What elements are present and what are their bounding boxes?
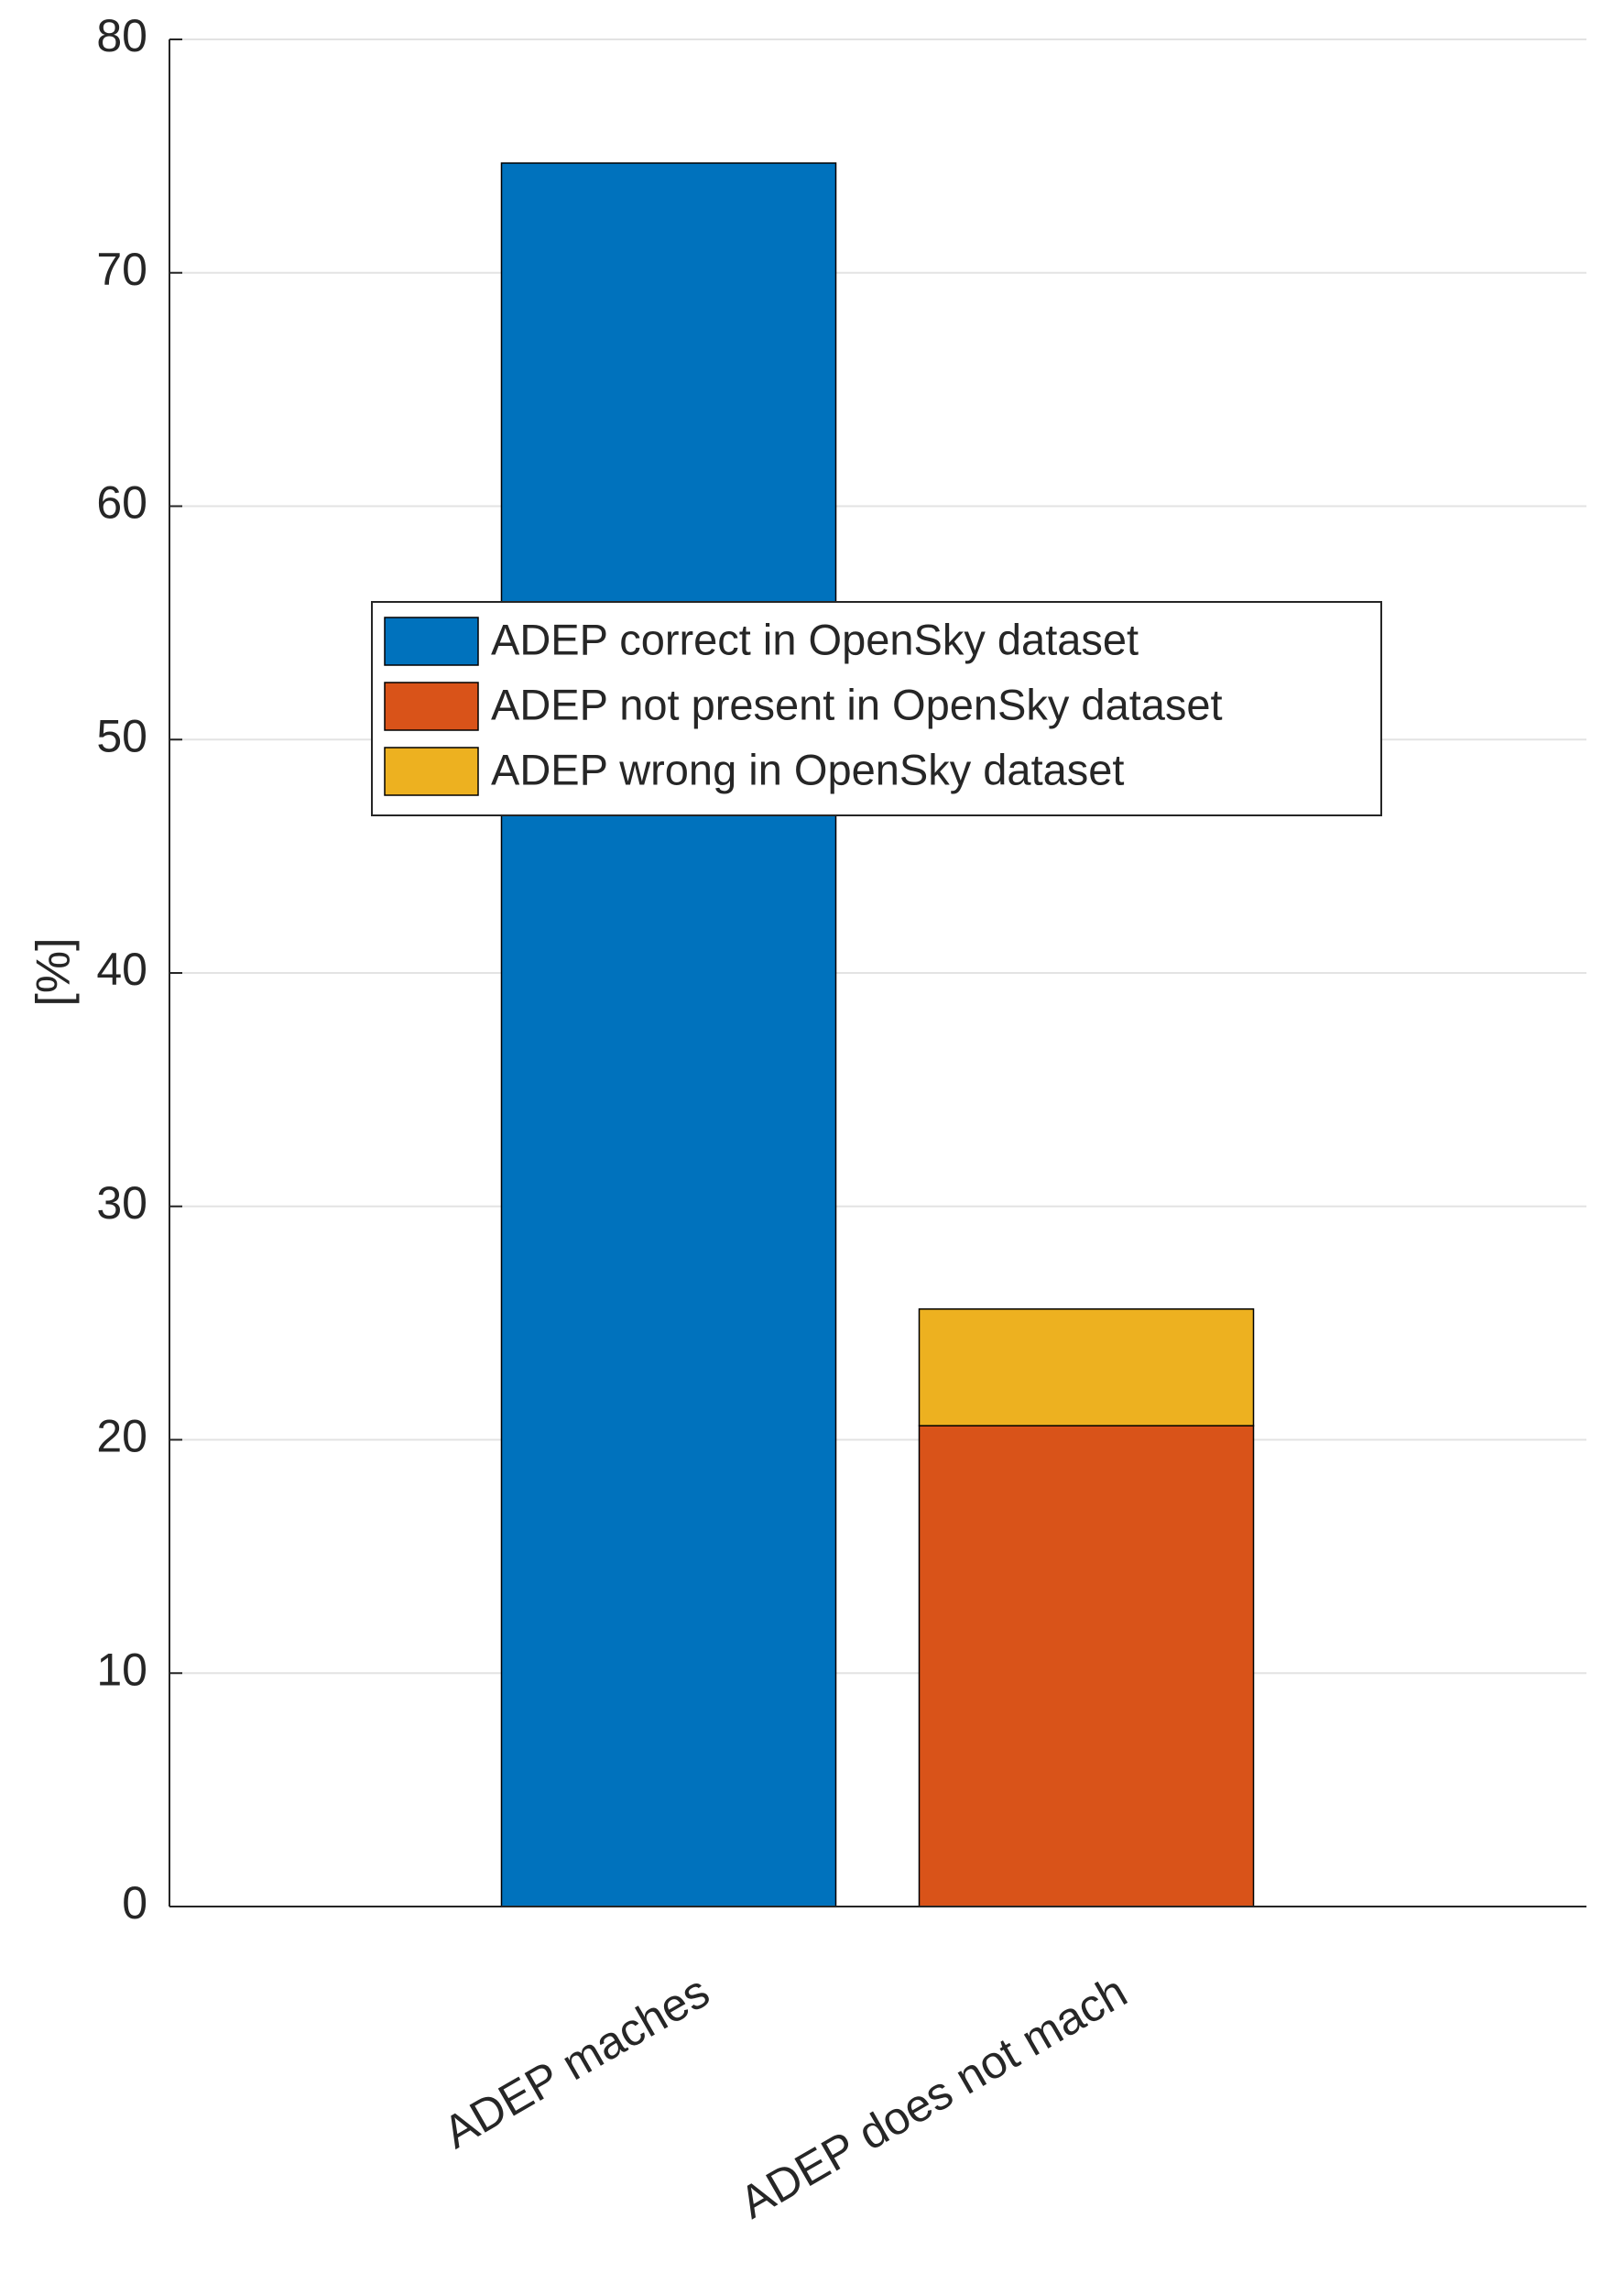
legend-swatch bbox=[384, 617, 479, 666]
y-tick-label: 60 bbox=[96, 477, 147, 529]
y-tick-label: 70 bbox=[96, 244, 147, 295]
bar-segment bbox=[918, 1425, 1255, 1907]
bar-segment bbox=[918, 1308, 1255, 1426]
y-tick-label: 40 bbox=[96, 944, 147, 995]
legend-label: ADEP not present in OpenSky dataset bbox=[491, 680, 1223, 728]
legend-label: ADEP correct in OpenSky dataset bbox=[491, 615, 1139, 663]
y-tick-label: 30 bbox=[96, 1177, 147, 1229]
y-tick-label: 80 bbox=[96, 10, 147, 61]
legend-box bbox=[371, 601, 1382, 816]
legend-label: ADEP wrong in OpenSky dataset bbox=[491, 745, 1124, 793]
y-axis-label: [%] bbox=[27, 937, 81, 1006]
x-tick-label: ADEP maches bbox=[435, 1965, 718, 2158]
y-tick-label: 50 bbox=[96, 710, 147, 761]
x-tick-label: ADEP does not mach bbox=[731, 1965, 1135, 2228]
y-tick-label: 10 bbox=[96, 1644, 147, 1695]
legend-swatch bbox=[384, 747, 479, 796]
y-tick-label: 0 bbox=[122, 1877, 147, 1929]
y-tick-label: 20 bbox=[96, 1411, 147, 1462]
bar-segment bbox=[500, 162, 837, 1907]
legend-swatch bbox=[384, 682, 479, 731]
